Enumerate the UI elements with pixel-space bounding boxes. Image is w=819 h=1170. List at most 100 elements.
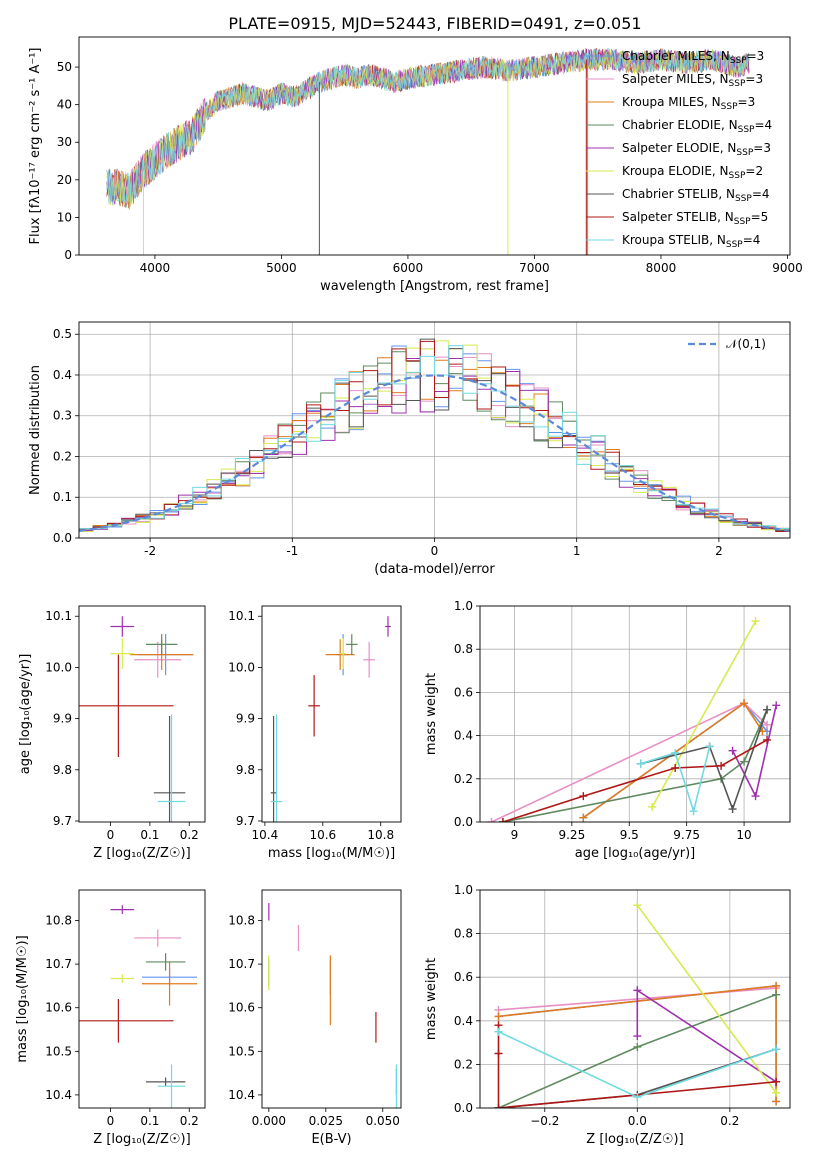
axes-frame (78, 36, 791, 256)
plot-area (268, 903, 398, 1108)
figure-title: PLATE=0915, MJD=52443, FIBERID=0491, z=0… (228, 14, 641, 33)
spectrum-line (106, 47, 750, 209)
x-tick-label: 0.2 (180, 1114, 199, 1128)
x-tick-label: 1 (573, 544, 581, 558)
histogram-step (79, 345, 790, 538)
series-line (502, 709, 768, 822)
y-tick-label: 10.8 (228, 914, 255, 928)
series-line (651, 620, 757, 808)
y-tick-label: 20 (57, 173, 72, 187)
legend-entry: Kroupa STELIB, NSSP=4 (622, 233, 760, 250)
data-point (648, 802, 657, 811)
data-point (772, 1077, 781, 1086)
x-tick-label: 7000 (519, 261, 550, 275)
series-line (636, 988, 777, 1083)
y-tick-label: 50 (57, 60, 72, 74)
series-line (640, 746, 711, 815)
y-tick-label: 0.0 (53, 531, 72, 545)
x-tick-label: 0.1 (140, 828, 159, 842)
data-point (728, 746, 737, 755)
data-point (494, 1012, 503, 1021)
x-tick-label: 0.2 (720, 1114, 739, 1128)
y-tick-label: 1.0 (454, 599, 473, 613)
x-tick-label: 0.050 (366, 1114, 400, 1128)
y-tick-label: 0.5 (53, 327, 72, 341)
x-tick-label: 9.25 (558, 828, 585, 842)
y-tick-label: 10.5 (228, 1044, 255, 1058)
plot-area (79, 905, 198, 1108)
y-axis-label: mass [log₁₀(M/M☉)] (15, 935, 30, 1062)
panel-age-vs-mass: 10.4 10.6 10.8 9.7 9.8 9.9 10.0 10.1 mass [log₁₀… (228, 605, 402, 861)
data-point (671, 764, 680, 772)
data-point (751, 792, 760, 801)
data-point (705, 742, 714, 751)
data-point (763, 720, 772, 729)
x-tick-label: 0.0 (628, 1114, 647, 1128)
plot-area (79, 338, 790, 538)
y-tick-label: 0.0 (454, 815, 473, 829)
y-tick-label: 0.1 (53, 490, 72, 504)
y-tick-label: 10.4 (45, 1088, 72, 1102)
x-tick-label: 0.000 (252, 1114, 286, 1128)
y-tick-label: 10.7 (45, 957, 72, 971)
axes-frame (78, 321, 791, 539)
x-tick-label: -1 (286, 544, 298, 558)
plot-area (494, 901, 781, 1108)
y-tick-label: 9.8 (236, 763, 255, 777)
y-tick-label: 0 (64, 248, 72, 262)
axes-frame (479, 889, 791, 1109)
x-tick-label: 0.025 (309, 1114, 343, 1128)
panel-mass-vs-z: 0 0.1 0.2 10.4 10.5 10.6 10.7 10.8 Z [log₁₀(Z/Z☉… (15, 889, 206, 1147)
data-point (494, 1027, 503, 1036)
data-point (717, 761, 726, 770)
y-tick-label: 0.4 (454, 729, 473, 743)
data-point (636, 759, 645, 768)
x-axis-label: Z [log₁₀(Z/Z☉)] (93, 846, 190, 861)
y-tick-label: 9.9 (53, 712, 72, 726)
x-axis-label: age [log₁₀(age/yr)] (575, 846, 696, 861)
y-tick-label: 10 (57, 210, 72, 224)
data-point (494, 1049, 503, 1058)
x-tick-label: 0 (107, 1114, 115, 1128)
legend-entry: 𝒩(0,1) (726, 337, 766, 351)
x-tick-label: 5000 (266, 261, 297, 275)
data-point (579, 792, 588, 801)
x-tick-label: 4000 (140, 261, 171, 275)
data-point (671, 748, 680, 757)
x-tick-label: -2 (144, 544, 156, 558)
data-point (633, 1042, 642, 1051)
x-axis-label: E(B-V) (311, 1132, 351, 1147)
series-line (502, 739, 768, 822)
x-tick-label: 9.75 (673, 828, 700, 842)
data-point (740, 699, 749, 708)
y-tick-label: 0.4 (53, 368, 72, 382)
y-tick-label: 10.6 (45, 1001, 72, 1015)
y-tick-label: 10.0 (228, 660, 255, 674)
legend-entry: Kroupa ELODIE, NSSP=2 (622, 164, 763, 181)
data-point (494, 1104, 503, 1108)
y-tick-label: 40 (57, 98, 72, 112)
data-point (579, 813, 588, 822)
y-tick-label: 10.5 (45, 1044, 72, 1058)
x-tick-label: −0.2 (530, 1114, 559, 1128)
legend-entry: Kroupa MILES, NSSP=3 (622, 95, 755, 112)
data-point (763, 735, 772, 744)
x-tick-label: 2 (715, 544, 723, 558)
y-axis-label: mass weight (424, 958, 439, 1040)
y-tick-label: 9.7 (236, 814, 255, 828)
data-point (633, 1093, 642, 1102)
data-point (772, 1045, 781, 1054)
y-tick-label: 10.1 (228, 609, 255, 623)
y-tick-label: 1.0 (454, 883, 473, 897)
legend-entry: Chabrier ELODIE, NSSP=4 (622, 118, 772, 135)
data-point (772, 1097, 781, 1106)
y-axis-label: age [log₁₀(age/yr)] (18, 654, 33, 775)
legend-entry: Salpeter MILES, NSSP=3 (622, 72, 763, 89)
data-point (763, 705, 772, 714)
panel-weight-vs-z: −0.2 0.0 0.2 0.0 0.2 0.4 0.6 0.8 1.0 Z [log₁₀(Z/Z… (424, 883, 791, 1147)
y-tick-label: 0.0 (454, 1101, 473, 1115)
panel-mass-vs-ebv: 0.000 0.025 0.050 10.4 10.5 10.6 10.7 10.8 E(B-V… (228, 889, 402, 1147)
spectrum-line (106, 48, 750, 210)
data-point (633, 1032, 642, 1041)
